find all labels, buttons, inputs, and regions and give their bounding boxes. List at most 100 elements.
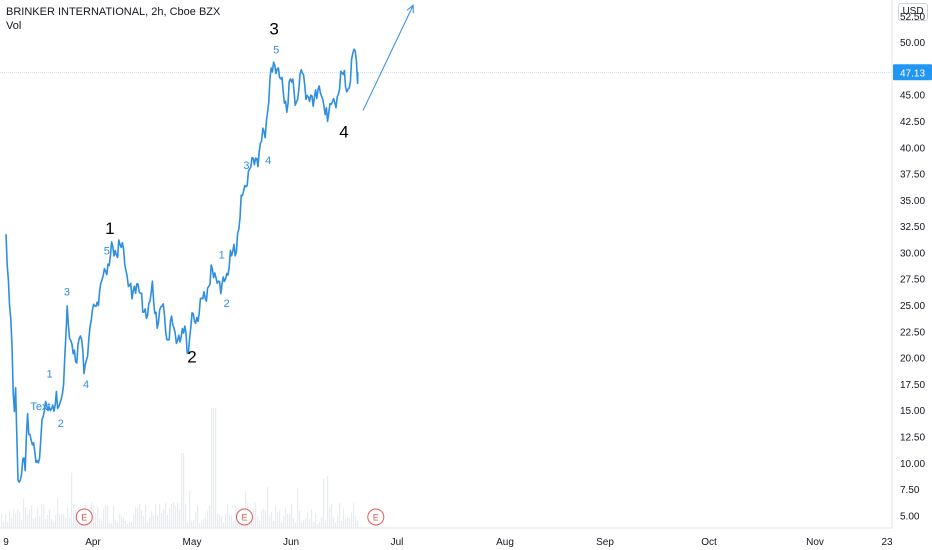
volume-bar xyxy=(19,511,21,528)
earnings-marker-label: E xyxy=(241,513,247,523)
wave-label-major: 3 xyxy=(269,19,278,38)
volume-bar xyxy=(49,509,51,528)
volume-bar xyxy=(327,475,329,528)
volume-bar xyxy=(5,514,7,528)
volume-bar xyxy=(97,506,99,528)
volume-bar xyxy=(175,505,177,528)
volume-bar xyxy=(55,514,57,528)
price-series-line xyxy=(5,48,359,483)
volume-bar xyxy=(309,519,311,528)
volume-bar xyxy=(231,515,233,528)
volume-bar xyxy=(355,516,357,528)
volume-bar xyxy=(129,522,131,528)
volume-bar xyxy=(351,512,353,528)
volume-bar xyxy=(101,520,103,528)
x-tick-label: Jun xyxy=(283,537,299,548)
earnings-marker-label: E xyxy=(81,513,87,523)
volume-bar xyxy=(289,514,291,528)
y-tick-label: 35.00 xyxy=(900,196,925,207)
volume-bar xyxy=(99,518,101,528)
volume-bar xyxy=(345,518,347,528)
volume-bar xyxy=(343,508,345,528)
volume-bar xyxy=(93,504,95,528)
volume-bar xyxy=(261,510,263,528)
volume-bar xyxy=(121,516,123,528)
volume-bar xyxy=(161,513,163,528)
volume-bar xyxy=(187,522,189,528)
volume-bar xyxy=(339,503,341,528)
volume-bar xyxy=(109,523,111,528)
volume-bar xyxy=(235,505,237,528)
volume-bar xyxy=(211,408,213,528)
wave-label-minor: 5 xyxy=(104,245,110,257)
volume-bar xyxy=(153,515,155,528)
volume-bar xyxy=(23,499,25,528)
earnings-marker xyxy=(75,508,93,526)
wave-label-minor: 2 xyxy=(224,298,230,310)
volume-bar xyxy=(285,507,287,528)
x-tick-label: Oct xyxy=(701,537,717,548)
volume-bar xyxy=(283,515,285,528)
projection-arrow-head xyxy=(406,4,414,14)
volume-bar xyxy=(45,518,47,528)
volume-bar xyxy=(51,519,53,528)
volume-bar xyxy=(277,512,279,528)
y-tick-label: 32.50 xyxy=(900,222,925,233)
volume-bar xyxy=(179,509,181,528)
volume-bar xyxy=(221,516,223,528)
volume-bar xyxy=(9,511,11,528)
volume-bar xyxy=(223,522,225,528)
volume-bar xyxy=(17,509,19,528)
volume-bar xyxy=(69,518,71,528)
volume-bar xyxy=(149,517,151,528)
x-tick-label: Sep xyxy=(596,537,614,548)
volume-bar xyxy=(265,511,267,528)
volume-bar xyxy=(127,523,129,528)
volume-bar xyxy=(25,507,27,528)
projection-arrow-line xyxy=(362,5,414,111)
volume-bar xyxy=(177,502,179,528)
y-tick-label: 30.00 xyxy=(900,248,925,259)
volume-bar xyxy=(275,505,277,528)
volume-bar xyxy=(11,517,13,528)
earnings-marker-label: E xyxy=(373,513,379,523)
x-tick-label: 9 xyxy=(3,537,9,548)
volume-bar xyxy=(107,505,109,528)
volume-bar xyxy=(251,519,253,528)
volume-bar xyxy=(191,520,193,528)
volume-bar xyxy=(105,504,107,528)
y-tick-label: 45.00 xyxy=(900,91,925,102)
wave-label-minor: 4 xyxy=(83,379,89,391)
volume-bar xyxy=(145,504,147,528)
volume-bar xyxy=(347,516,349,528)
volume-bar xyxy=(29,509,31,528)
currency-button[interactable]: USD xyxy=(898,3,928,21)
volume-bar xyxy=(279,510,281,528)
volume-bar xyxy=(103,508,105,528)
text-annotation: Text xyxy=(30,401,50,413)
volume-bar xyxy=(137,507,139,528)
volume-bar xyxy=(317,523,319,528)
volume-bar xyxy=(215,408,217,528)
x-tick-label: May xyxy=(183,537,202,548)
y-tick-label: 5.00 xyxy=(900,511,920,522)
volume-bar xyxy=(155,504,157,528)
volume-bar xyxy=(151,510,153,528)
wave-label-major: 1 xyxy=(105,219,114,238)
volume-bar xyxy=(293,518,295,528)
wave-label-major: 2 xyxy=(187,348,196,367)
volume-bar xyxy=(181,453,183,528)
volume-bar xyxy=(39,516,41,528)
volume-bar xyxy=(185,504,187,528)
x-tick-label: Nov xyxy=(806,537,824,548)
volume-label: Vol xyxy=(6,20,22,32)
volume-bar xyxy=(267,487,269,528)
volume-bar xyxy=(199,523,201,528)
volume-bar xyxy=(57,498,59,528)
volume-bar xyxy=(169,508,171,528)
volume-bar xyxy=(167,514,169,528)
volume-bar xyxy=(95,513,97,528)
wave-label-minor: 5 xyxy=(273,44,279,56)
volume-bar xyxy=(259,520,261,528)
